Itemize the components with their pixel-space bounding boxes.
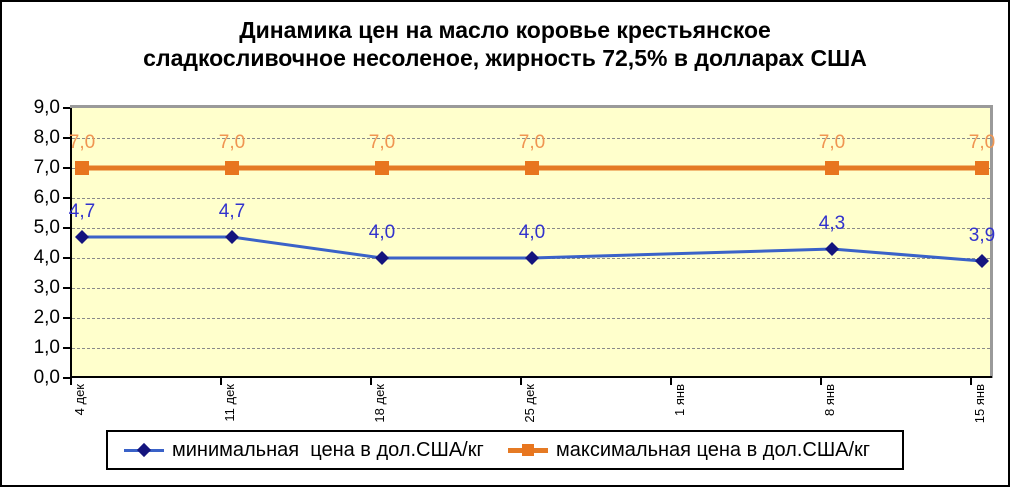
data-point-label: 4,0 [518,222,546,243]
y-axis-label: 4,0 [33,247,60,268]
plot-border-right [990,105,993,378]
plot-area [72,108,990,376]
data-point-label: 7,0 [68,132,96,153]
series-plot [75,161,989,268]
gridline [72,198,990,199]
x-axis-label: 25 дек [522,384,537,423]
x-axis-line [70,376,992,378]
diamond-marker-icon [136,442,152,458]
data-point-label: 4,3 [818,213,846,234]
y-axis-tick [63,347,70,349]
data-point-label: 7,0 [818,132,846,153]
series-line-0 [82,235,983,263]
plot-border-top [70,105,993,108]
y-axis-tick [63,167,70,169]
x-axis-tick [970,378,972,385]
data-point-label: 3,9 [968,225,996,246]
gridline [72,318,990,319]
data-point-marker [75,230,89,244]
data-point-marker [975,161,989,175]
data-point-label: 4,7 [218,201,246,222]
y-axis-tick [63,227,70,229]
y-axis-label: 2,0 [33,307,60,328]
legend-item-min-price: минимальная цена в дол.США/кг [124,432,484,468]
y-axis-label: 5,0 [33,217,60,238]
legend-sample-min [124,442,164,458]
legend-sample-max [508,442,548,458]
data-point-marker [525,251,539,265]
x-axis-tick [220,378,222,385]
data-point-marker [375,251,389,265]
y-axis-label: 6,0 [33,187,60,208]
data-point-marker [75,161,89,175]
data-point-marker [825,161,839,175]
data-point-marker [375,161,389,175]
x-axis-label: 1 янв [672,384,687,416]
y-axis-tick [63,257,70,259]
gridline [72,348,990,349]
data-point-label: 7,0 [368,132,396,153]
x-axis-label: 11 дек [222,384,237,422]
x-axis-label: 15 янв [972,384,987,424]
y-axis-line [70,108,72,378]
legend: минимальная цена в дол.США/кг максимальн… [106,430,904,470]
y-axis-tick [63,287,70,289]
chart-title-line2: сладкосливочное несоленое, жирность 72,5… [143,45,867,71]
y-axis-label: 3,0 [33,277,60,298]
y-axis-label: 0,0 [33,367,60,388]
chart-title-line1: Динамика цен на масло коровье крестьянск… [239,17,771,43]
data-point-marker [525,161,539,175]
y-axis-label: 7,0 [33,157,60,178]
x-axis-label: 8 янв [822,384,837,416]
data-point-label: 4,0 [368,222,396,243]
gridline [72,288,990,289]
y-axis-tick [63,317,70,319]
square-marker-icon [522,444,534,456]
data-point-marker [825,242,839,256]
x-axis-label: 18 дек [372,384,387,423]
data-point-marker [975,254,989,268]
data-point-marker [225,230,239,244]
data-point-label: 7,0 [518,132,546,153]
gridline [72,138,990,139]
legend-label-max: максимальная цена в дол.США/кг [556,438,871,461]
gridline [72,228,990,229]
y-axis-label: 1,0 [33,337,60,358]
x-axis-tick [820,378,822,385]
data-point-label: 4,7 [68,201,96,222]
x-axis-tick [70,378,72,385]
data-point-label: 7,0 [218,132,246,153]
x-axis-tick [670,378,672,385]
legend-label-min: минимальная цена в дол.США/кг [172,438,484,461]
y-axis-label: 9,0 [33,97,60,118]
legend-item-max-price: максимальная цена в дол.США/кг [508,432,870,468]
y-axis-tick [63,107,70,109]
y-axis-tick [63,197,70,199]
x-axis-tick [520,378,522,385]
data-point-label: 7,0 [968,132,996,153]
x-axis-tick [370,378,372,385]
y-axis-tick [63,377,70,379]
data-point-marker [225,161,239,175]
y-axis-tick [63,137,70,139]
x-axis-label: 4 дек [72,384,87,416]
y-axis-label: 8,0 [33,127,60,148]
